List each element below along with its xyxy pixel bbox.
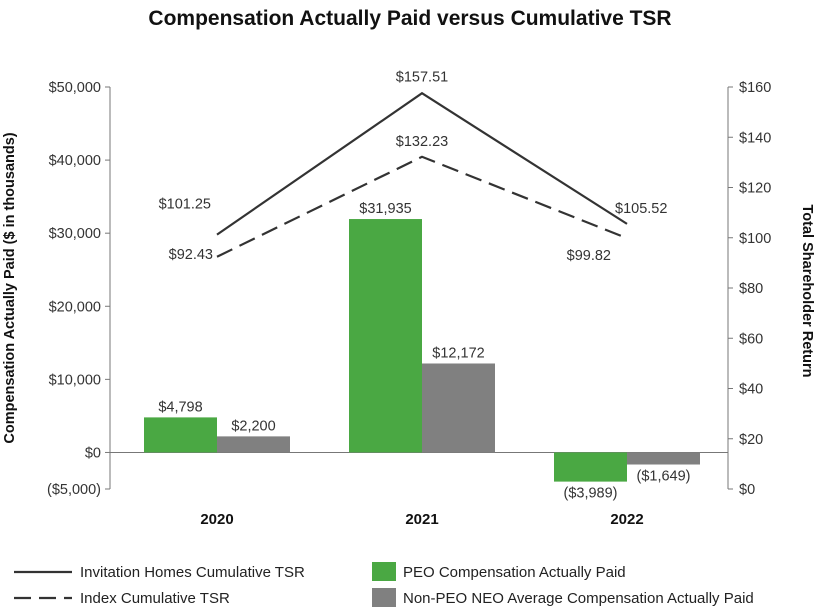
legend: Invitation Homes Cumulative TSR PEO Compe… [14, 562, 754, 607]
tsr-data-label: $105.52 [615, 201, 667, 217]
legend-label: Non-PEO NEO Average Compensation Actuall… [403, 590, 754, 607]
index-tsr-line [216, 155, 628, 258]
legend-label: Index Cumulative TSR [80, 590, 230, 607]
bar-data-label: $4,798 [158, 399, 202, 415]
right-tick-label: $120 [739, 181, 771, 197]
bar-data-label: ($3,989) [563, 486, 617, 502]
left-tick-label: $50,000 [49, 80, 101, 96]
right-tick-label: $60 [739, 331, 763, 347]
right-tick-label: $160 [739, 80, 771, 96]
tsr-data-label: $101.25 [159, 197, 211, 213]
tsr-lines [216, 91, 628, 258]
left-tick-label: $30,000 [49, 226, 101, 242]
legend-label: PEO Compensation Actually Paid [403, 564, 626, 581]
left-axis-title: Compensation Actually Paid ($ in thousan… [2, 132, 18, 443]
bar-peo [349, 219, 422, 453]
left-tick-label: $10,000 [49, 372, 101, 388]
bar-non-peo [217, 436, 290, 453]
bar-non-peo [422, 363, 495, 453]
tsr-data-label: $92.43 [169, 247, 213, 263]
category-label: 2021 [405, 511, 438, 528]
tsr-data-label: $157.51 [396, 69, 448, 85]
chart-title: Compensation Actually Paid versus Cumula… [148, 7, 671, 30]
right-tick-label: $80 [739, 281, 763, 297]
bar-data-label: $31,935 [359, 201, 411, 217]
legend-swatch-box-gray [372, 588, 396, 607]
tsr-data-label: $99.82 [567, 248, 611, 264]
left-tick-label: $40,000 [49, 153, 101, 169]
legend-swatch-box-green [372, 562, 396, 581]
left-tick-label: $0 [85, 445, 101, 461]
right-tick-label: $20 [739, 432, 763, 448]
right-tick-label: $0 [739, 482, 755, 498]
data-labels: $4,798 $31,935 ($3,989) $2,200 $12,172 ($1,64… [158, 69, 690, 501]
right-tick-label: $100 [739, 231, 771, 247]
tsr-data-label: $132.23 [396, 134, 448, 150]
bar-data-label: ($1,649) [636, 469, 690, 485]
left-tick-label: ($5,000) [47, 482, 101, 498]
right-axis-title: Total Shareholder Return [799, 205, 815, 378]
bar-data-label: $2,200 [231, 418, 275, 434]
right-tick-label: $140 [739, 130, 771, 146]
right-tick-label: $40 [739, 382, 763, 398]
category-label: 2022 [610, 511, 643, 528]
bars [144, 219, 700, 482]
bar-peo [554, 452, 627, 482]
bar-peo [144, 417, 217, 453]
legend-label: Invitation Homes Cumulative TSR [80, 564, 305, 581]
bar-non-peo [627, 452, 700, 465]
invh-tsr-line [216, 91, 628, 236]
left-tick-label: $20,000 [49, 299, 101, 315]
category-label: 2020 [200, 511, 233, 528]
bar-data-label: $12,172 [432, 345, 484, 361]
